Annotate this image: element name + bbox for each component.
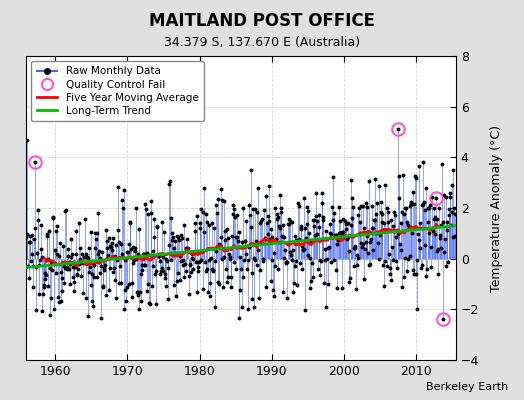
Y-axis label: Temperature Anomaly (°C): Temperature Anomaly (°C) [490, 124, 503, 292]
Legend: Raw Monthly Data, Quality Control Fail, Five Year Moving Average, Long-Term Tren: Raw Monthly Data, Quality Control Fail, … [31, 61, 204, 121]
Text: Berkeley Earth: Berkeley Earth [426, 382, 508, 392]
Text: MAITLAND POST OFFICE: MAITLAND POST OFFICE [149, 12, 375, 30]
Text: 34.379 S, 137.670 E (Australia): 34.379 S, 137.670 E (Australia) [164, 36, 360, 49]
